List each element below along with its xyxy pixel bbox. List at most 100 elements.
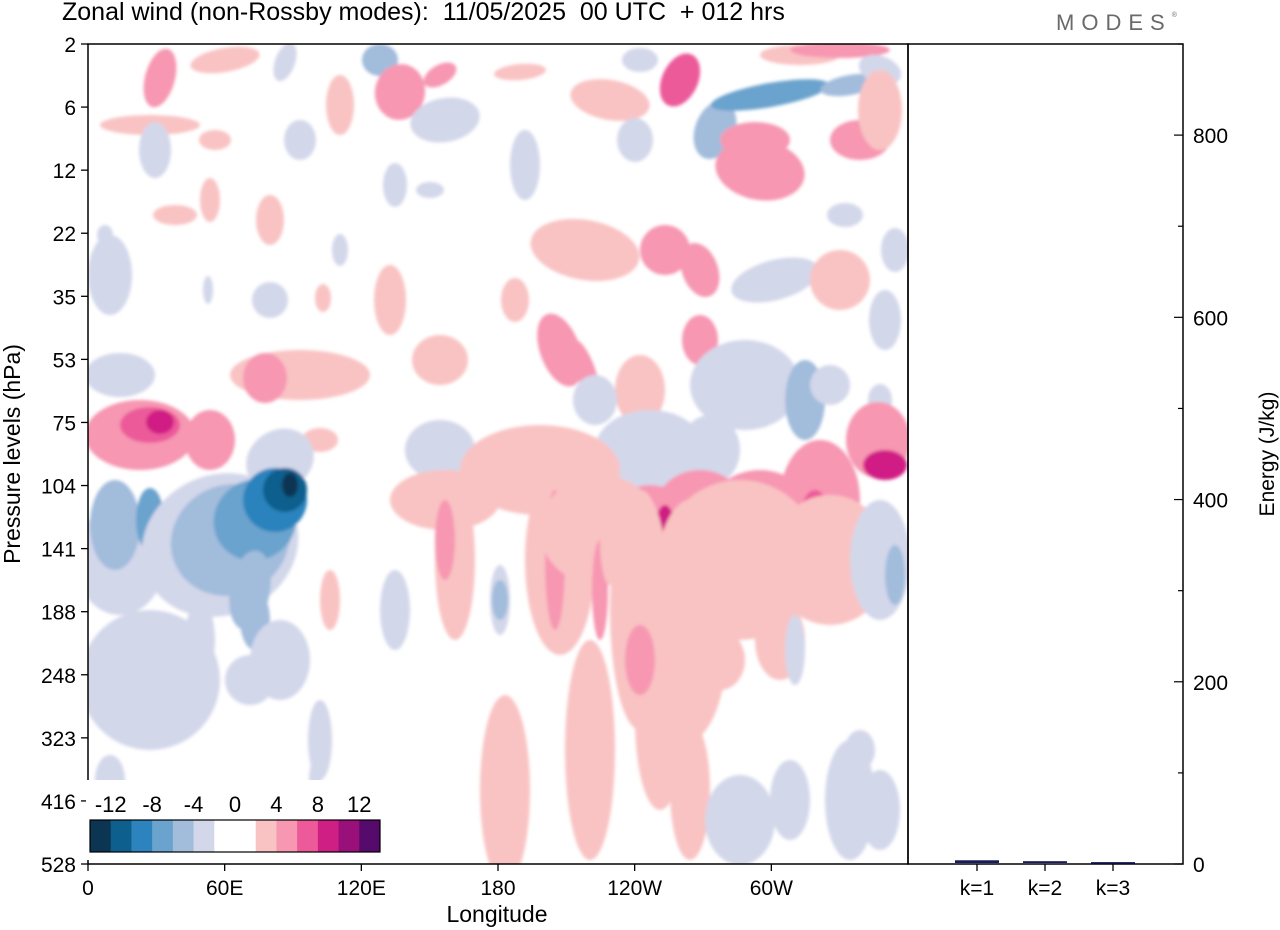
contour-blob (573, 375, 617, 425)
contour-blob (617, 118, 653, 162)
contour-blob (412, 335, 468, 385)
contour-blob (480, 695, 530, 864)
colorbar-swatch (297, 820, 319, 852)
contour-blob (625, 625, 655, 695)
y-tick-label: 12 (53, 160, 76, 183)
contour-blob (695, 630, 745, 690)
contour-blob (256, 195, 284, 245)
energy-bar (955, 860, 999, 863)
contour-blob (705, 775, 775, 864)
contour-blob (416, 182, 444, 198)
contour-blob (199, 130, 231, 150)
contour-blob (735, 370, 785, 420)
contour-blob (710, 79, 830, 111)
energy-axis-title: Energy (J/kg) (1256, 392, 1279, 517)
y-tick-label: 104 (41, 476, 76, 499)
contour-blob (282, 473, 298, 497)
contour-blob (869, 290, 901, 350)
x-axis-title: Longitude (446, 901, 547, 927)
colorbar-label: 4 (270, 792, 282, 817)
colorbar-swatch (131, 820, 153, 852)
energy-category-label: k=3 (1096, 877, 1130, 900)
colorbar-swatch (90, 820, 112, 852)
contour-blob (146, 410, 174, 434)
energy-bar (1091, 862, 1135, 864)
energy-tick-label: 200 (1193, 672, 1228, 695)
contour-blob (670, 720, 710, 860)
contour-blob (595, 410, 705, 490)
y-axis-title: Pressure levels (hPa) (0, 344, 25, 564)
x-tick-label: 60W (750, 877, 793, 900)
colorbar-swatch (214, 820, 236, 852)
contour-blob (97, 225, 113, 245)
pressure-axis: 2 6 12 22 35 53 75 104 141 188 248 323 416 528 (41, 34, 88, 877)
y-tick-label: 323 (41, 728, 76, 751)
y-tick-label: 53 (53, 349, 76, 372)
contour-blob (405, 420, 475, 480)
colorbar-swatch (193, 820, 215, 852)
colorbar-swatch (235, 820, 257, 852)
contour-blob (827, 203, 863, 227)
contour-blob (153, 205, 197, 225)
energy-plot-frame (907, 43, 1184, 865)
contour-blob (308, 700, 332, 780)
colorbar-swatch (338, 820, 360, 852)
energy-category-label: k=1 (960, 877, 994, 900)
contour-blob (435, 500, 455, 580)
energy-tick-label: 800 (1193, 125, 1228, 148)
y-tick-label: 6 (64, 97, 76, 120)
colorbar-swatch (317, 820, 340, 852)
longitude-axis: 0 60E 120E 180 120W 60W (82, 864, 793, 900)
energy-category-label: k=2 (1028, 877, 1062, 900)
contour-blob (143, 48, 177, 108)
contour-blob (770, 760, 810, 840)
contour-blob (252, 282, 288, 318)
wind-field (88, 44, 908, 864)
energy-bars: k=1 k=2 k=3 (955, 860, 1135, 900)
y-tick-label: 141 (41, 539, 76, 562)
contour-blob (659, 53, 701, 107)
colorbar-label: -12 (95, 792, 127, 817)
contour-blob (320, 570, 340, 630)
chart-title: Zonal wind (non-Rossby modes): 11/05/202… (62, 0, 785, 26)
contour-blob (600, 495, 620, 585)
contour-blob (565, 640, 615, 860)
contour-blob (618, 363, 662, 407)
contour-blob (622, 48, 658, 72)
contour-blob (90, 480, 140, 570)
colorbar: -12 -8 -4 0 4 8 12 (86, 780, 384, 860)
x-tick-label: 120E (337, 877, 386, 900)
contour-blob (810, 365, 850, 405)
contour-blob (825, 740, 875, 860)
contour-blob (326, 75, 354, 135)
colorbar-swatch (110, 820, 132, 852)
contour-blob (374, 64, 426, 120)
contour-blob (680, 242, 720, 298)
contour-blob (190, 46, 260, 74)
contour-blob (494, 63, 546, 81)
contour-blob (790, 44, 890, 58)
contour-blob (881, 228, 908, 272)
contour-blob (284, 120, 316, 160)
colorbar-frame (89, 819, 381, 853)
contour-blob (731, 257, 819, 303)
colorbar-label: 12 (347, 792, 371, 817)
contour-blob (243, 353, 287, 403)
colorbar-swatch (172, 820, 195, 852)
y-tick-label: 248 (41, 665, 76, 688)
contour-blob (720, 122, 790, 158)
colorbar-swatch (255, 820, 277, 852)
contour-blob (501, 278, 529, 322)
energy-tick-label: 0 (1193, 854, 1205, 877)
contour-blob (332, 234, 348, 266)
contour-blob (88, 353, 155, 397)
x-tick-label: 180 (480, 877, 515, 900)
contour-blob (203, 276, 213, 304)
x-tick-label: 60E (206, 877, 243, 900)
contour-blob (225, 655, 275, 705)
y-tick-label: 35 (53, 286, 76, 309)
contour-blob (88, 610, 220, 750)
contour-blob (423, 62, 457, 88)
y-tick-label: 416 (41, 791, 76, 814)
contour-blob (810, 250, 870, 310)
